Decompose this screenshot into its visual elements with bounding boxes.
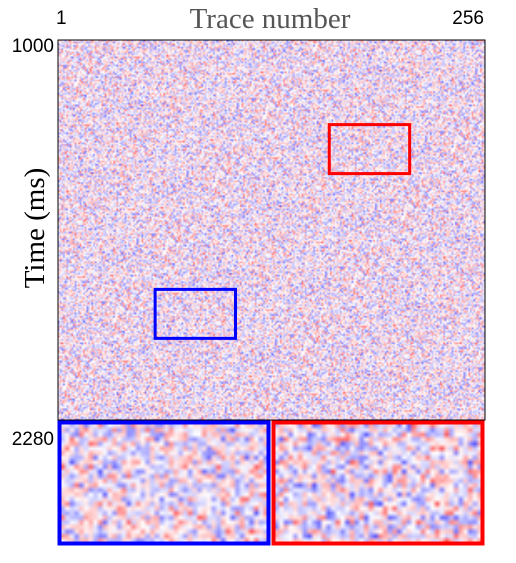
- blue-highlight-box: [153, 287, 237, 340]
- x-tick-right: 256: [452, 8, 484, 29]
- x-axis-title: Trace number: [190, 3, 351, 35]
- y-tick-top: 1000: [12, 36, 54, 57]
- blue-zoom-image: [60, 423, 268, 543]
- heatmap-main: [57, 39, 486, 421]
- x-tick-left: 1: [56, 8, 67, 29]
- blue-zoom-frame: [57, 420, 271, 546]
- red-highlight-box: [327, 123, 412, 176]
- red-zoom-image: [274, 423, 482, 543]
- y-tick-bottom: 2280: [12, 429, 54, 450]
- red-zoom-frame: [271, 420, 485, 546]
- heatmap-frame: [57, 39, 486, 421]
- y-axis-title: Time (ms): [19, 168, 51, 289]
- zoom-panel-red: [271, 420, 485, 546]
- heatmap-main-image: [58, 40, 485, 420]
- zoom-panel-blue: [57, 420, 271, 546]
